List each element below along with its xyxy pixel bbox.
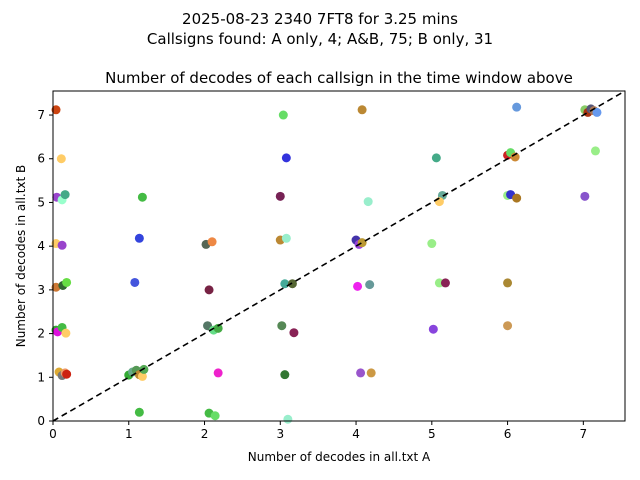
data-point-34 (213, 368, 223, 378)
data-point-20 (137, 192, 147, 202)
x-tick-label-0: 0 (49, 427, 57, 441)
data-point-13 (61, 328, 71, 338)
y-tick-label-2: 2 (37, 327, 45, 341)
x-tick-label-4: 4 (352, 427, 360, 441)
data-point-44 (277, 321, 287, 331)
data-point-7 (51, 282, 61, 292)
data-point-46 (280, 370, 290, 380)
data-point-57 (431, 153, 441, 163)
plot-area (51, 90, 626, 424)
data-point-49 (363, 197, 373, 207)
data-point-79 (580, 191, 590, 201)
suptitle-line-1: 2025-08-23 2340 7FT8 for 3.25 mins (182, 10, 458, 28)
data-point-48 (357, 105, 367, 115)
x-tick-label-5: 5 (428, 427, 436, 441)
chart-title: Number of decodes of each callsign in th… (105, 69, 573, 87)
y-tick-label-7: 7 (37, 108, 45, 122)
reference-line-y-equals-x (52, 90, 626, 422)
y-tick-label-6: 6 (37, 152, 45, 166)
data-point-70 (512, 193, 522, 203)
data-point-77 (592, 107, 602, 117)
data-point-0 (51, 105, 61, 115)
x-tick-label-1: 1 (125, 427, 133, 441)
x-axis-ticks: 0 1 2 3 4 5 6 7 (49, 421, 587, 441)
data-point-60 (427, 239, 437, 249)
y-tick-label-4: 4 (37, 239, 45, 253)
x-tick-label-3: 3 (276, 427, 284, 441)
data-point-64 (512, 102, 522, 112)
data-point-9 (62, 277, 72, 287)
data-point-37 (278, 110, 288, 120)
x-tick-label-7: 7 (580, 427, 588, 441)
data-point-6 (57, 240, 67, 250)
x-tick-label-6: 6 (504, 427, 512, 441)
data-point-41 (281, 233, 291, 243)
data-point-67 (510, 152, 520, 162)
data-point-33 (213, 323, 223, 333)
data-points (51, 102, 602, 424)
data-point-30 (204, 285, 214, 295)
suptitle-line-2: Callsigns found: A only, 4; A&B, 75; B o… (147, 30, 493, 48)
data-point-56 (366, 368, 376, 378)
y-tick-label-5: 5 (37, 195, 45, 209)
data-point-53 (353, 281, 363, 291)
data-point-25 (137, 371, 147, 381)
y-tick-label-0: 0 (37, 414, 45, 428)
data-point-71 (503, 278, 513, 288)
data-point-54 (365, 280, 375, 290)
data-point-19 (130, 277, 140, 287)
data-point-17 (62, 369, 72, 379)
data-point-38 (281, 153, 291, 163)
y-tick-label-1: 1 (37, 370, 45, 384)
y-axis-label: Number of decodes in all.txt B (14, 165, 28, 348)
y-tick-label-3: 3 (37, 283, 45, 297)
data-point-78 (590, 146, 600, 156)
data-point-72 (503, 321, 513, 331)
data-point-36 (210, 411, 220, 421)
x-axis-label: Number of decodes in all.txt A (248, 450, 431, 464)
data-point-52 (357, 238, 367, 248)
data-point-39 (275, 191, 285, 201)
y-axis-ticks: 0 1 2 3 4 5 6 7 (37, 108, 53, 428)
data-point-4 (60, 190, 70, 200)
data-point-27 (134, 407, 144, 417)
x-tick-label-2: 2 (201, 427, 209, 441)
data-point-47 (283, 414, 293, 424)
data-point-62 (440, 278, 450, 288)
data-point-18 (134, 233, 144, 243)
data-point-63 (428, 324, 438, 334)
data-point-29 (207, 237, 217, 247)
data-point-55 (356, 368, 366, 378)
data-point-1 (56, 154, 66, 164)
data-point-45 (289, 328, 299, 338)
plot-frame (52, 90, 626, 422)
